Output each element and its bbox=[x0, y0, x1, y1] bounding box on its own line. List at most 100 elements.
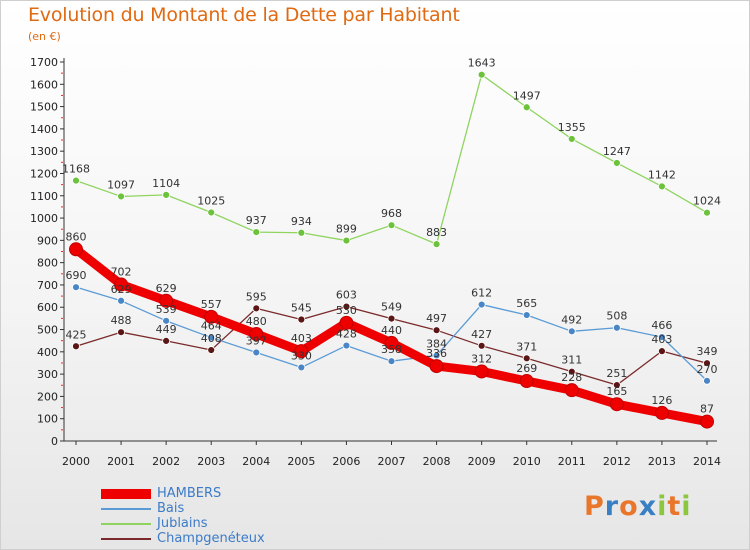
data-label: 549 bbox=[381, 301, 402, 314]
logo-letter: r bbox=[604, 491, 620, 522]
data-label: 629 bbox=[111, 283, 132, 296]
data-label: 336 bbox=[426, 347, 447, 360]
data-point bbox=[658, 182, 666, 191]
data-label: 937 bbox=[246, 214, 267, 227]
data-point bbox=[117, 192, 125, 201]
y-tick-label: 1600 bbox=[30, 78, 58, 91]
data-label: 466 bbox=[651, 319, 672, 332]
data-point bbox=[252, 228, 261, 237]
data-point bbox=[477, 70, 486, 79]
data-point bbox=[567, 135, 576, 143]
chart-subtitle: (en €) bbox=[28, 30, 61, 43]
data-point bbox=[252, 348, 261, 357]
data-label: 1142 bbox=[648, 168, 676, 181]
data-point bbox=[432, 326, 441, 335]
legend-label: Bais bbox=[157, 501, 185, 516]
legend-swatch bbox=[101, 508, 151, 510]
data-label: 612 bbox=[471, 287, 492, 300]
data-point bbox=[69, 242, 83, 257]
data-point bbox=[72, 342, 80, 351]
data-label: 690 bbox=[66, 269, 87, 282]
data-point bbox=[703, 208, 711, 217]
x-tick-label: 2009 bbox=[468, 455, 496, 468]
data-label: 603 bbox=[336, 289, 357, 302]
data-point bbox=[522, 354, 531, 363]
data-point bbox=[252, 304, 261, 313]
legend-swatch bbox=[101, 489, 151, 499]
data-point bbox=[477, 341, 486, 350]
data-point bbox=[159, 293, 174, 308]
logo-letter: o bbox=[619, 491, 639, 522]
data-label: 403 bbox=[291, 332, 312, 345]
data-label: 934 bbox=[291, 215, 312, 228]
data-point bbox=[658, 347, 666, 356]
x-tick-label: 2014 bbox=[693, 455, 721, 468]
data-point bbox=[387, 314, 396, 323]
data-label: 1168 bbox=[62, 163, 90, 176]
y-tick-label: 100 bbox=[37, 413, 58, 426]
data-label: 440 bbox=[381, 324, 402, 337]
data-point bbox=[297, 315, 306, 324]
data-point bbox=[700, 414, 714, 429]
data-label: 860 bbox=[66, 230, 87, 243]
x-tick-label: 2007 bbox=[378, 455, 406, 468]
chart-title: Evolution du Montant de la Dette par Hab… bbox=[28, 4, 460, 26]
legend-swatch bbox=[101, 523, 151, 525]
data-label: 270 bbox=[697, 363, 718, 376]
data-label: 126 bbox=[651, 394, 672, 407]
data-label: 371 bbox=[516, 340, 537, 353]
data-label: 1025 bbox=[197, 194, 225, 207]
data-point bbox=[612, 159, 621, 167]
data-point bbox=[207, 346, 216, 354]
y-tick-label: 400 bbox=[37, 346, 58, 359]
y-tick-label: 300 bbox=[37, 368, 58, 381]
y-tick-label: 1400 bbox=[30, 123, 58, 136]
data-point bbox=[429, 359, 444, 374]
data-point bbox=[339, 315, 354, 330]
data-label: 508 bbox=[606, 310, 627, 323]
logo-letter: i bbox=[681, 491, 692, 522]
data-label: 311 bbox=[561, 354, 582, 367]
data-label: 1643 bbox=[468, 57, 496, 70]
data-label: 330 bbox=[291, 349, 312, 362]
data-label: 87 bbox=[700, 403, 714, 416]
data-label: 565 bbox=[516, 297, 537, 310]
x-tick-label: 2000 bbox=[62, 455, 90, 468]
data-label: 349 bbox=[697, 345, 718, 358]
data-point bbox=[703, 359, 711, 368]
x-tick-label: 2001 bbox=[107, 455, 135, 468]
data-label: 251 bbox=[606, 367, 627, 380]
value-labels: 1168 1097 1104 1025 937 934 899 968 883 1643 1497 1… bbox=[62, 57, 721, 416]
data-point bbox=[342, 302, 351, 311]
data-point bbox=[117, 296, 125, 305]
data-label: 427 bbox=[471, 328, 492, 341]
y-tick-label: 1500 bbox=[30, 101, 58, 114]
data-point bbox=[72, 283, 80, 292]
y-tick-label: 600 bbox=[37, 301, 58, 314]
data-point bbox=[387, 357, 396, 366]
logo-letter: P bbox=[584, 491, 605, 522]
data-label: 557 bbox=[201, 298, 222, 311]
y-tick-label: 1100 bbox=[30, 190, 58, 203]
data-label: 384 bbox=[426, 337, 447, 350]
data-point bbox=[297, 228, 306, 237]
data-label: 488 bbox=[111, 314, 132, 327]
x-tick-label: 2003 bbox=[197, 455, 225, 468]
data-point bbox=[207, 208, 216, 217]
proxiti-logo: Proxiti bbox=[584, 491, 692, 522]
axes: 0 100 200 300 400 500 600 700 800 900 1000 1100 1200… bbox=[30, 56, 721, 468]
data-label: 403 bbox=[651, 333, 672, 346]
y-tick-label: 500 bbox=[37, 324, 58, 337]
y-tick-label: 900 bbox=[37, 234, 58, 247]
data-label: 702 bbox=[111, 265, 132, 278]
data-point bbox=[294, 344, 309, 359]
data-label: 480 bbox=[246, 315, 267, 328]
data-point bbox=[297, 363, 306, 372]
logo-letter: x bbox=[638, 491, 658, 522]
x-tick-label: 2011 bbox=[558, 455, 586, 468]
data-label: 545 bbox=[291, 301, 312, 314]
data-label: 899 bbox=[336, 223, 357, 236]
data-label: 408 bbox=[201, 332, 222, 345]
legend-label: HAMBERS bbox=[157, 486, 222, 501]
